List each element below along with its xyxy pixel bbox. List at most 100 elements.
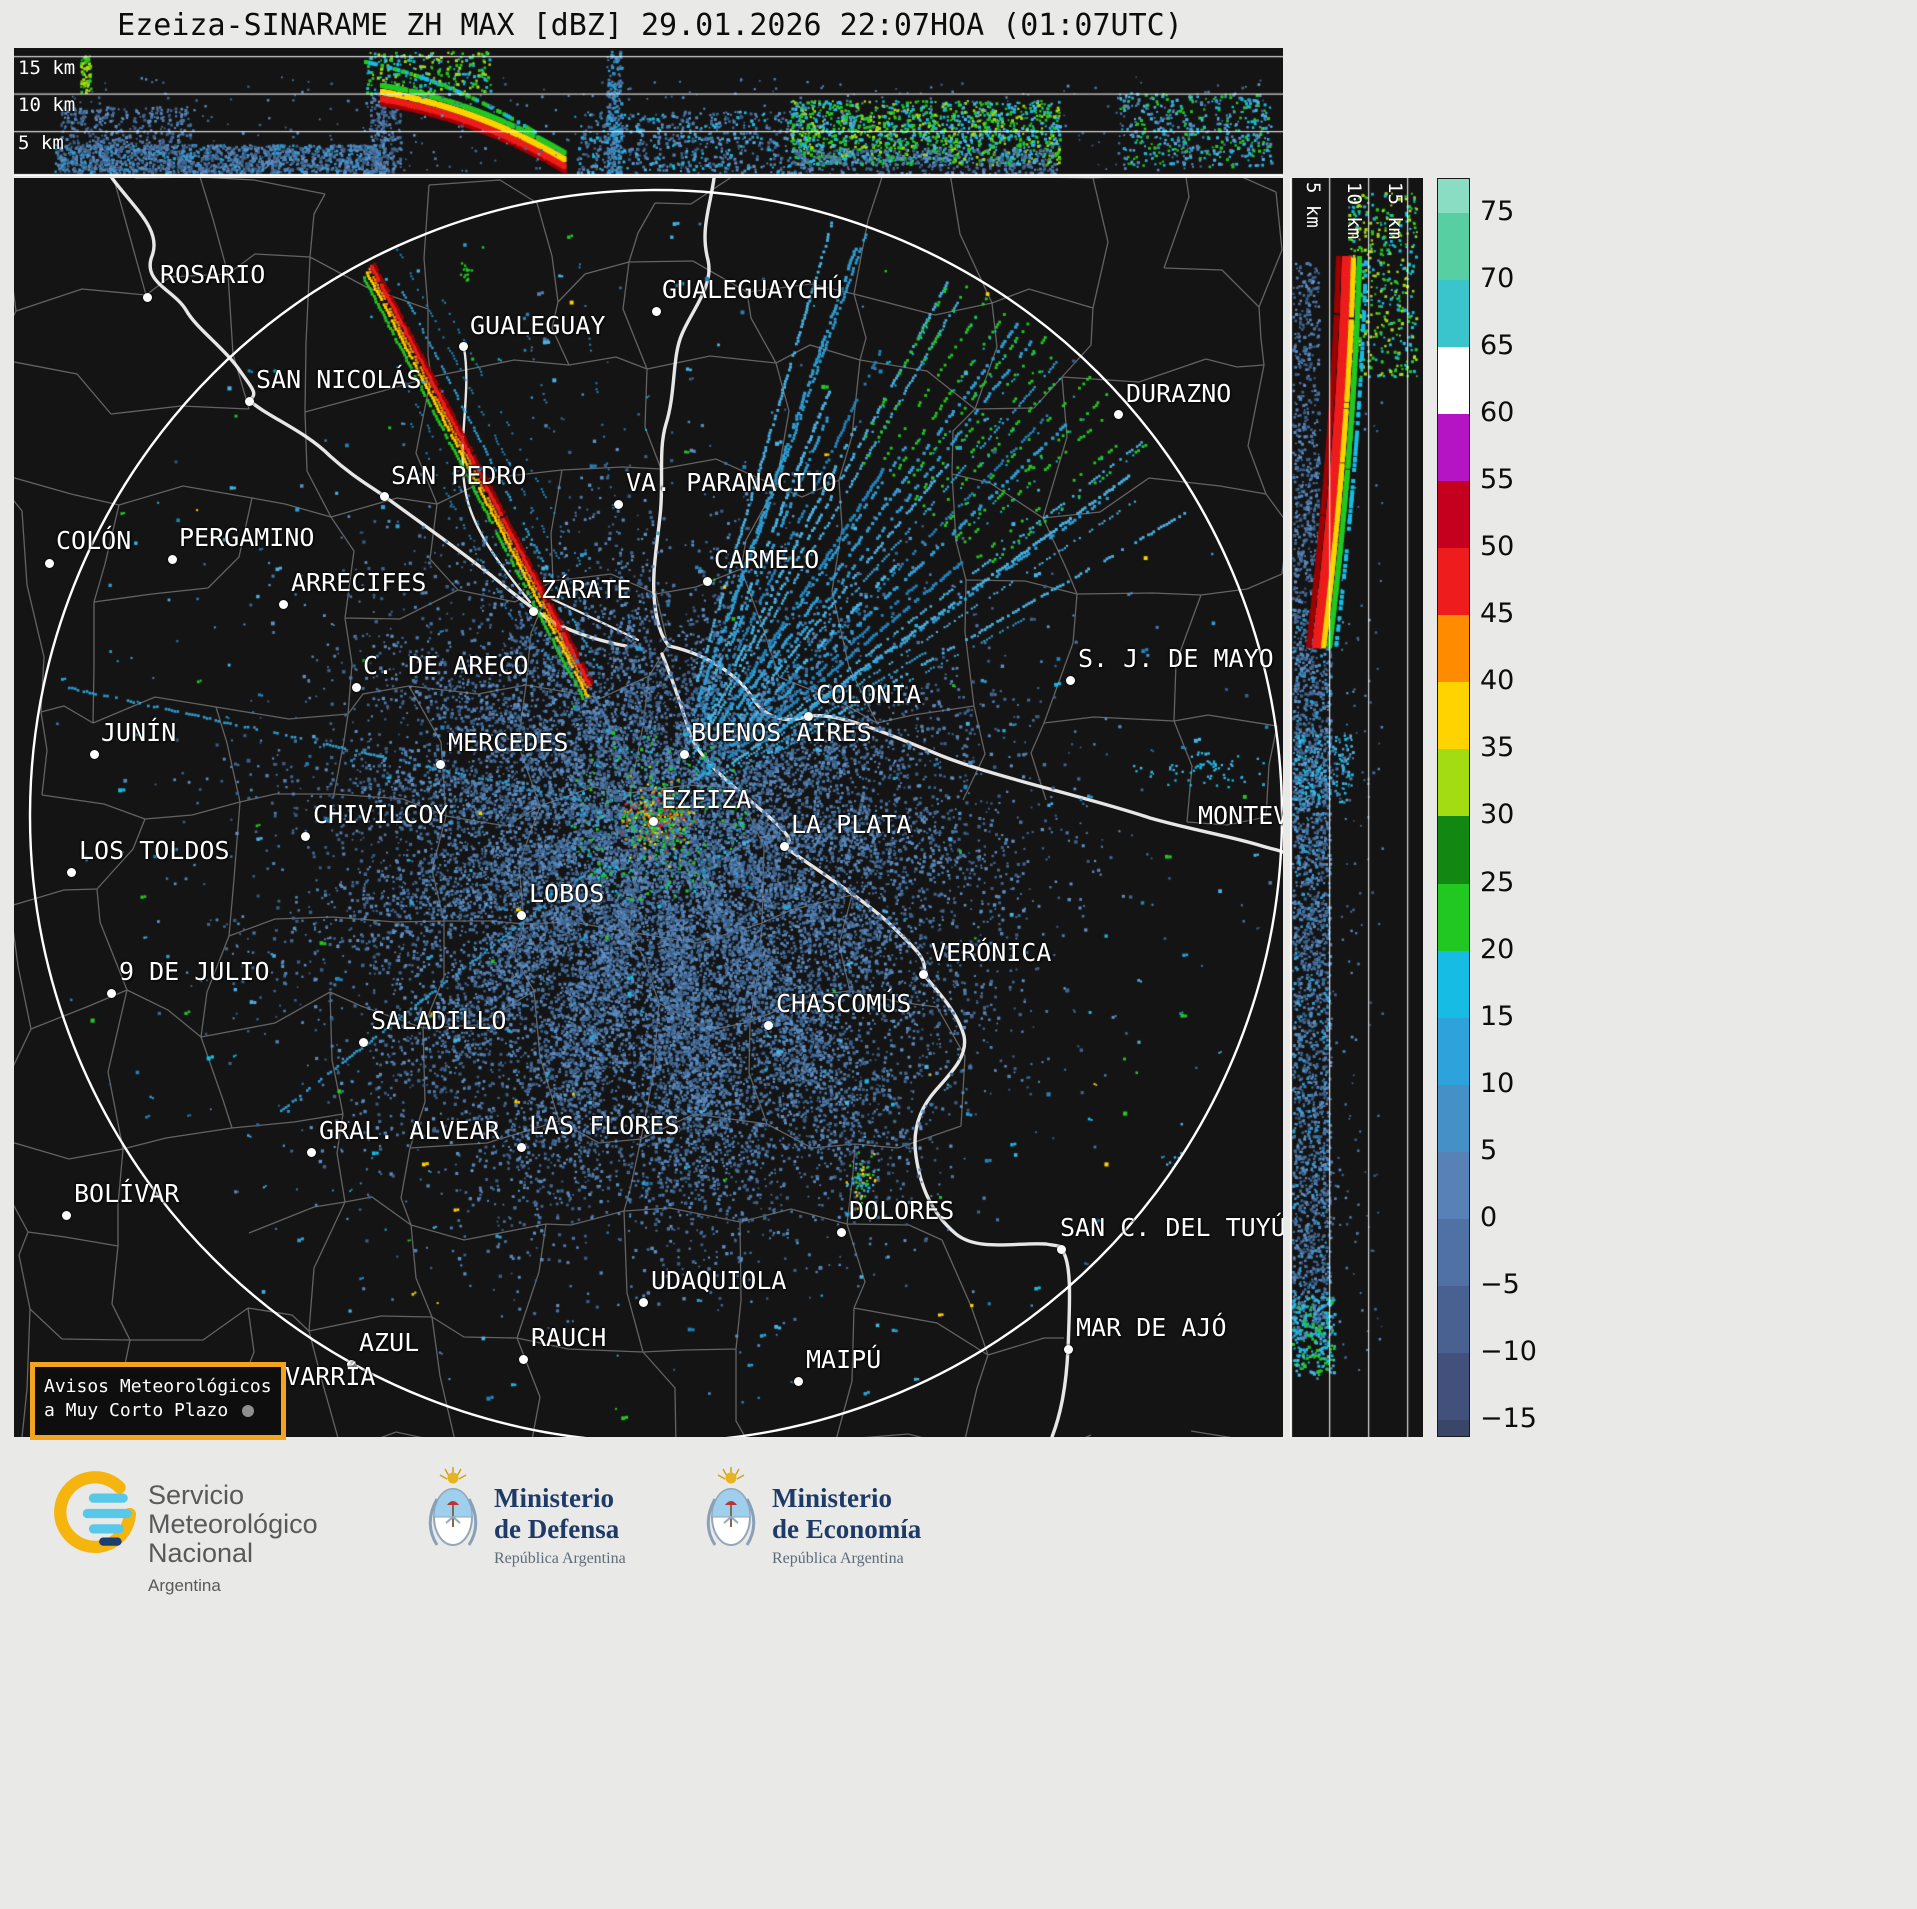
ministry-economia-wordmark: Ministerio de Economía República Argentin… (772, 1483, 922, 1567)
city-dot-rauch (518, 1354, 528, 1364)
city-label-san-pedro: SAN PEDRO (391, 461, 527, 490)
city-dot-la-plata (779, 841, 789, 851)
city-dot-s-j-de-mayo (1065, 675, 1075, 685)
city-label-va-paranacito: VA. PARANACITO (626, 468, 837, 497)
city-dot-san-c-del-tuy- (1056, 1244, 1066, 1254)
city-dot-colonia (803, 711, 813, 721)
colorbar-segment-75 (1438, 179, 1469, 214)
city-dot-carmelo (702, 576, 712, 586)
colorbar-tick--10: −10 (1480, 1336, 1537, 1368)
city-label-mar-de-aj-: MAR DE AJÓ (1076, 1313, 1227, 1342)
colorbar-segment-60 (1438, 346, 1469, 415)
city-label-jun-n: JUNÍN (101, 718, 177, 747)
colorbar-tick-40: 40 (1480, 665, 1515, 697)
colorbar-segment-15 (1438, 950, 1469, 1019)
colorbar-segment-50 (1438, 480, 1469, 549)
city-label-san-c-del-tuy-: SAN C. DEL TUYÚ (1060, 1213, 1283, 1242)
colorbar-tick-45: 45 (1480, 598, 1515, 630)
city-label-las-flores: LAS FLORES (529, 1111, 680, 1140)
colorbar-segment-70 (1438, 212, 1469, 281)
cross-section-right-canvas (1290, 178, 1423, 1437)
colorbar-segment-55 (1438, 413, 1469, 482)
warning-line1: Avisos Meteorológicos (44, 1376, 272, 1397)
colorbar-segment-20 (1438, 883, 1469, 952)
city-dot-san-pedro (379, 491, 389, 501)
city-dot-udaquiola (638, 1297, 648, 1307)
city-dot-mar-de-aj- (1063, 1344, 1073, 1354)
city-label-ver-nica: VERÓNICA (931, 938, 1052, 967)
colorbar-segment--5 (1438, 1219, 1469, 1287)
colorbar-tick-5: 5 (1480, 1134, 1498, 1166)
city-label-s-j-de-mayo: S. J. DE MAYO (1078, 644, 1274, 673)
city-dot-ver-nica (918, 969, 928, 979)
colorbar-tick-60: 60 (1480, 396, 1515, 428)
colorbar-segment-65 (1438, 279, 1469, 348)
city-dot-rosario (142, 292, 152, 302)
warning-banner[interactable]: Avisos Meteorológicos a Muy Corto Plazo (30, 1362, 286, 1440)
city-label-durazno: DURAZNO (1126, 379, 1232, 408)
colorbar-tick-25: 25 (1480, 866, 1515, 898)
city-dot-chivilcoy (300, 831, 310, 841)
city-dot-lobos (516, 910, 526, 920)
city-dot-va-paranacito (613, 499, 623, 509)
radar-map-panel: ROSARIO GUALEGUAYCHÚ GUALEGUAY SAN NICOLÁS D… (14, 178, 1283, 1437)
smn-logo-icon (54, 1471, 136, 1554)
colorbar-tick-10: 10 (1480, 1067, 1515, 1099)
cross-section-top-panel: 15 km 10 km 5 km (14, 48, 1283, 176)
city-label-gualeguay: GUALEGUAY (470, 311, 606, 340)
cross-section-top-canvas (14, 48, 1283, 176)
colorbar-segment-40 (1438, 615, 1469, 683)
city-dot-los-toldos (66, 867, 76, 877)
city-label-montevideo: MONTEVIDEO (1198, 801, 1283, 830)
colorbar-tick-55: 55 (1480, 463, 1515, 495)
city-label-dolores: DOLORES (849, 1196, 955, 1225)
colorbar-segment-0 (1438, 1151, 1469, 1220)
colorbar-tick--5: −5 (1480, 1269, 1520, 1301)
city-label-arrecifes: ARRECIFES (291, 568, 427, 597)
colorbar-tick-35: 35 (1480, 732, 1515, 764)
colorbar-tick-labels: 75 70 65 60 55 50 45 40 35 30 25 20 15 10 5 0 −5 −10 −15 (1480, 178, 1580, 1437)
city-label-lobos: LOBOS (529, 879, 605, 908)
city-dot-san-nicol-s (244, 396, 254, 406)
defensa-coat-of-arms-icon (428, 1467, 478, 1546)
city-label-chascom-s: CHASCOMÚS (776, 989, 912, 1018)
top-cs-height-label-10km: 10 km (18, 94, 76, 116)
city-label-z-rate: ZÁRATE (541, 575, 632, 604)
top-cs-height-label-5km: 5 km (18, 132, 64, 154)
city-label-buenos-aires: BUENOS AIRES (691, 718, 872, 747)
colorbar-segment--15 (1438, 1353, 1469, 1421)
city-dot-9-de-julio (106, 988, 116, 998)
city-dot-buenos-aires (679, 749, 689, 759)
city-label-rauch: RAUCH (531, 1323, 607, 1352)
city-label-pergamino: PERGAMINO (179, 523, 315, 552)
colorbar-tick-70: 70 (1480, 262, 1515, 294)
cross-section-right-panel: 5 km 10 km 15 km (1290, 178, 1423, 1437)
city-dot-z-rate (528, 606, 538, 616)
city-label-bol-var: BOLÍVAR (74, 1179, 180, 1208)
reflectivity-colorbar (1437, 178, 1470, 1437)
smn-country: Argentina (148, 1576, 221, 1595)
colorbar-segment-10 (1438, 1017, 1469, 1086)
city-label-los-toldos: LOS TOLDOS (79, 836, 230, 865)
city-dot-ezeiza (648, 816, 658, 826)
colorbar-tick-75: 75 (1480, 195, 1515, 227)
colorbar-segment-25 (1438, 816, 1469, 885)
ministry-defensa-wordmark: Ministerio de Defensa República Argentina (494, 1483, 626, 1567)
city-dot-maip- (793, 1376, 803, 1386)
city-dot-chascom-s (763, 1020, 773, 1030)
product-title: Ezeiza-SINARAME ZH MAX [dBZ] 29.01.2026 … (117, 8, 1183, 43)
city-layer: ROSARIO GUALEGUAYCHÚ GUALEGUAY SAN NICOLÁS D… (14, 178, 1283, 1437)
city-label-carmelo: CARMELO (714, 545, 820, 574)
colorbar-tick-15: 15 (1480, 1000, 1515, 1032)
city-label-san-nicol-s: SAN NICOLÁS (256, 365, 422, 394)
city-dot-gualeguaych- (651, 306, 661, 316)
city-dot-bol-var (61, 1210, 71, 1220)
range-ring-layer (28, 188, 1283, 1437)
city-label-maip-: MAIPÚ (806, 1345, 882, 1374)
colorbar-segment--20 (1438, 1420, 1469, 1436)
city-label-rosario: ROSARIO (160, 260, 266, 289)
colorbar-segment-35 (1438, 682, 1469, 750)
economia-coat-of-arms-icon (706, 1467, 756, 1546)
colorbar-segment--10 (1438, 1286, 1469, 1354)
